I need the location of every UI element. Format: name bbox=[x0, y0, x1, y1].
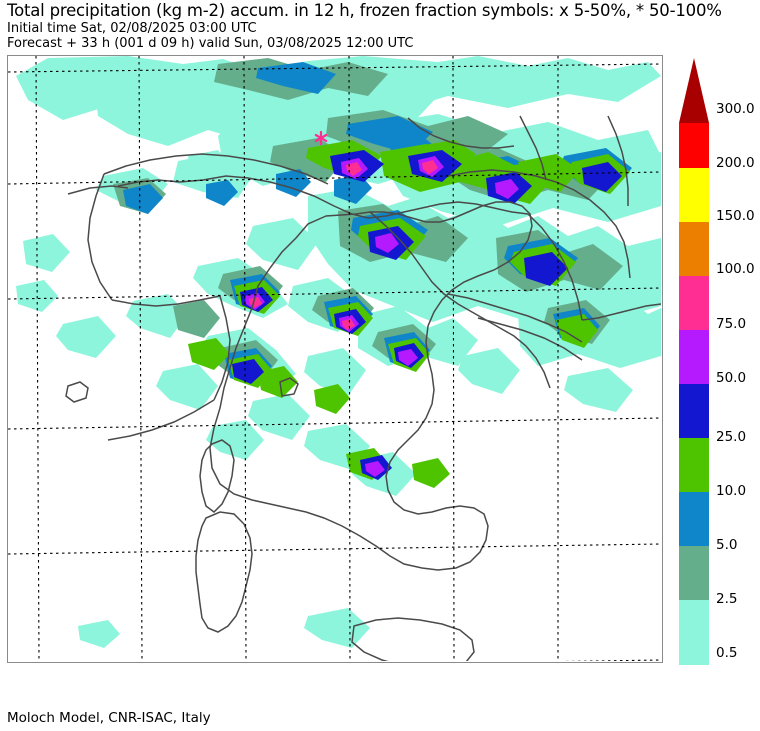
colorbar-band-10-25 bbox=[679, 438, 709, 492]
colorbar-band-0.5-2.5 bbox=[679, 600, 709, 665]
colorbar-max-arrow-icon bbox=[679, 58, 709, 123]
colorbar-tick-label-8: 5.0 bbox=[716, 537, 738, 553]
precip-layer-75-100 bbox=[249, 160, 438, 330]
colorbar-tick-label-0: 300.0 bbox=[716, 101, 755, 117]
colorbar-tick-label-9: 2.5 bbox=[716, 591, 738, 607]
colorbar-tick-label-10: 0.5 bbox=[716, 645, 738, 661]
chart-header: Total precipitation (kg m-2) accum. in 1… bbox=[0, 0, 760, 55]
precipitation-map[interactable] bbox=[7, 55, 663, 663]
colorbar-band-200-300 bbox=[679, 123, 709, 168]
model-credit-label: Moloch Model, CNR-ISAC, Italy bbox=[7, 710, 211, 726]
page-title: Total precipitation (kg m-2) accum. in 1… bbox=[7, 1, 722, 20]
colorbar-tick-label-4: 75.0 bbox=[716, 316, 747, 332]
initial-time-label: Initial time Sat, 02/08/2025 03:00 UTC bbox=[7, 21, 257, 36]
colorbar-tick-label-6: 25.0 bbox=[716, 429, 747, 445]
colorbar-band-50-75 bbox=[679, 330, 709, 384]
colorbar-band-5-10 bbox=[679, 492, 709, 546]
colorbar-tick-label-3: 100.0 bbox=[716, 261, 755, 277]
colorbar-tick-label-7: 10.0 bbox=[716, 483, 747, 499]
colorbar-band-25-50 bbox=[679, 384, 709, 438]
precipitation-colorbar[interactable] bbox=[679, 58, 709, 665]
map-canvas bbox=[8, 56, 661, 661]
forecast-validity-label: Forecast + 33 h (001 d 09 h) valid Sun, … bbox=[7, 36, 414, 51]
colorbar-band-2.5-5 bbox=[679, 546, 709, 600]
colorbar-band-150-200 bbox=[679, 168, 709, 222]
colorbar-tick-label-5: 50.0 bbox=[716, 370, 747, 386]
colorbar-tick-label-2: 150.0 bbox=[716, 208, 755, 224]
coastline-layer bbox=[65, 115, 661, 661]
colorbar-tick-label-1: 200.0 bbox=[716, 155, 755, 171]
colorbar-band-100-150 bbox=[679, 222, 709, 276]
colorbar-band-75-100 bbox=[679, 276, 709, 330]
gridlines bbox=[8, 56, 661, 661]
frozen-fraction-asterisk-icon bbox=[314, 130, 328, 146]
